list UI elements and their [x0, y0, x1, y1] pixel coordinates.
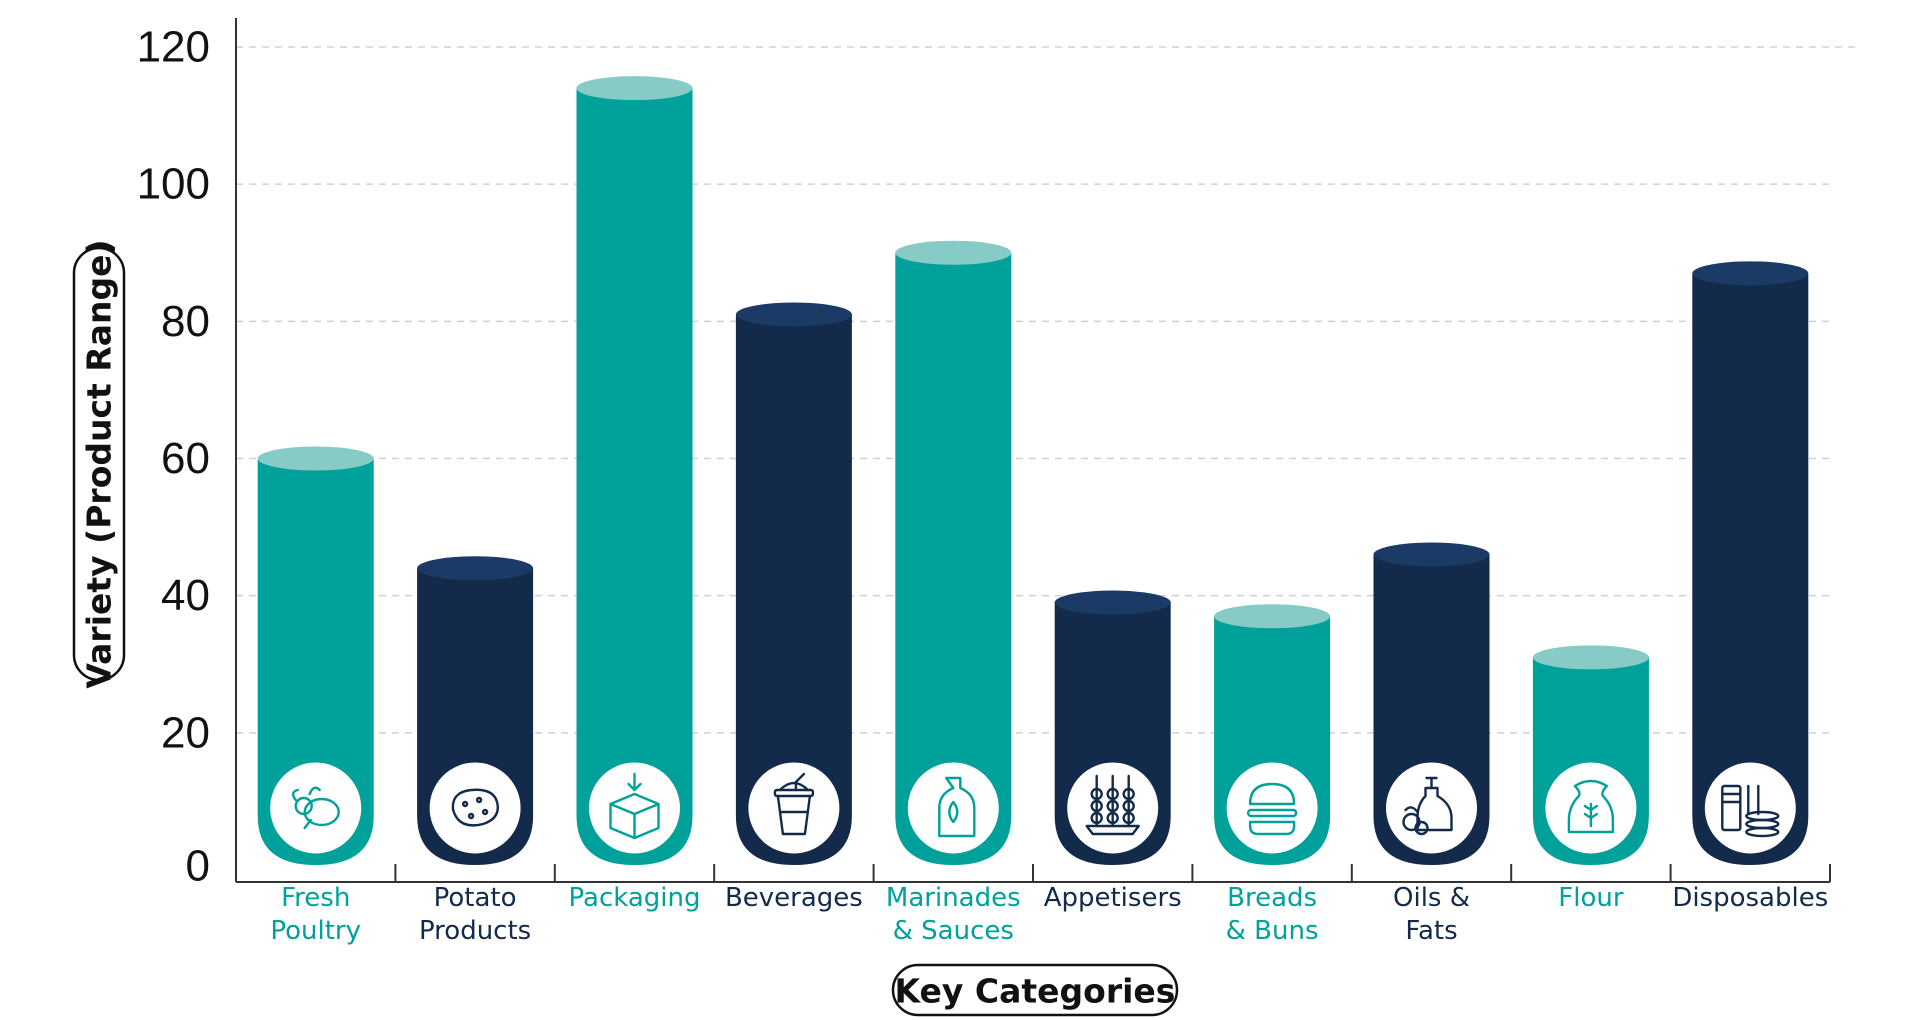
x-tick-label: Appetisers: [1044, 883, 1182, 913]
bar-body: [895, 252, 1012, 865]
y-tick-label: 80: [161, 297, 210, 346]
x-axis-title: Key Categories: [895, 972, 1176, 1011]
bar-top-cap: [1054, 590, 1171, 615]
x-tick-label: Beverages: [725, 883, 863, 913]
icon-circle: [1223, 759, 1321, 857]
bar-top-cap: [895, 240, 1012, 265]
x-tick-label: Packaging: [569, 883, 701, 913]
bar-top-cap: [1692, 261, 1809, 286]
axes: [235, 18, 1831, 883]
x-axis-title-pill: Key Categories: [891, 963, 1179, 1017]
bar-top-cap: [257, 446, 374, 471]
y-tick-label: 100: [137, 160, 210, 209]
bar-1: [417, 556, 534, 865]
icon-circle: [1701, 759, 1799, 857]
bar-4: [895, 240, 1012, 865]
bar-3: [735, 302, 852, 866]
x-tick-label: Fresh: [281, 883, 350, 913]
y-axis-title: Variety (Product Range): [80, 239, 119, 688]
x-tick-label: & Buns: [1226, 916, 1319, 946]
skewers-icon: [1085, 774, 1140, 836]
y-tick-label: 40: [161, 571, 210, 620]
bar-body: [1692, 273, 1809, 865]
y-tick-label: 20: [161, 708, 210, 757]
x-tick-label: Oils &: [1393, 883, 1470, 913]
bar-top-cap: [1532, 645, 1649, 670]
bar-5: [1054, 590, 1171, 865]
x-tick-label: Flour: [1558, 883, 1624, 913]
bar-6: [1214, 604, 1331, 865]
y-tick-label: 120: [137, 23, 210, 72]
x-tick-label: Breads: [1227, 883, 1317, 913]
bar-body: [735, 314, 852, 866]
box-icon: [609, 772, 660, 840]
icon-circle: [586, 759, 683, 857]
y-tick-label: 0: [186, 842, 210, 891]
poultry-icon: [291, 786, 340, 830]
icon-circle: [904, 759, 1002, 857]
bar-body: [576, 88, 693, 865]
x-tick-label: Products: [419, 916, 531, 946]
y-tick-labels: 0 20 40 60 80 100 120: [137, 23, 210, 891]
x-tick-label: & Sauces: [893, 916, 1014, 946]
icon-circle: [426, 759, 524, 857]
bar-9: [1692, 261, 1809, 865]
y-tick-label: 60: [161, 434, 210, 483]
x-tick-label: Poultry: [270, 916, 361, 946]
oil-icon: [1402, 776, 1453, 836]
bar-top-cap: [417, 556, 534, 581]
bar-body: [257, 458, 374, 865]
bar-top-cap: [1373, 542, 1490, 567]
x-tick-label: Fats: [1405, 916, 1457, 946]
x-tick-label: Disposables: [1672, 883, 1828, 913]
cups-plates-icon: [1721, 784, 1780, 838]
bar-2: [576, 76, 693, 865]
bar-7: [1373, 542, 1490, 865]
flour-sack-icon: [1567, 779, 1615, 834]
bottle-icon: [938, 776, 976, 838]
x-tick-label: Marinades: [886, 883, 1021, 913]
icon-circle: [267, 759, 365, 857]
bar-top-cap: [576, 76, 693, 101]
potato-icon: [451, 788, 499, 827]
icon-circle: [1383, 759, 1480, 857]
x-tick-label: Potato: [434, 883, 517, 913]
bar-top-cap: [735, 302, 852, 327]
bars: [257, 76, 1809, 866]
y-axis-title-pill: Variety (Product Range): [72, 239, 126, 689]
burger-icon: [1246, 782, 1298, 836]
bar-top-cap: [1214, 604, 1331, 629]
icon-circle: [745, 759, 843, 857]
bar-0: [257, 446, 374, 865]
cup-icon: [773, 772, 815, 836]
bar-8: [1532, 645, 1649, 865]
